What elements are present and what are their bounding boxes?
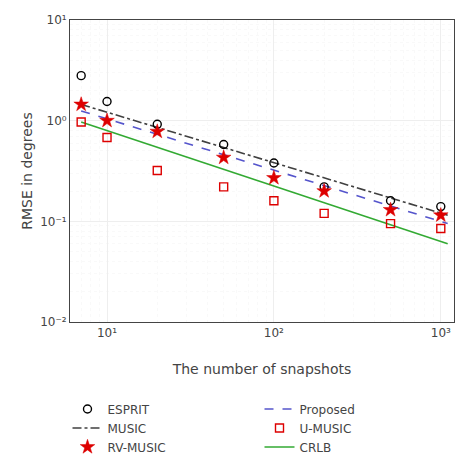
svg-text:10²: 10² bbox=[264, 326, 284, 340]
svg-text:CRLB: CRLB bbox=[300, 441, 332, 455]
svg-text:The number of snapshots: The number of snapshots bbox=[172, 361, 352, 377]
svg-text:10⁻¹: 10⁻¹ bbox=[40, 215, 67, 229]
svg-text:10¹: 10¹ bbox=[97, 326, 117, 340]
svg-text:Proposed: Proposed bbox=[300, 403, 355, 417]
svg-text:10⁰: 10⁰ bbox=[47, 114, 67, 128]
svg-text:U-MUSIC: U-MUSIC bbox=[300, 422, 352, 436]
svg-text:RMSE in degrees: RMSE in degrees bbox=[19, 112, 35, 230]
svg-text:ESPRIT: ESPRIT bbox=[108, 403, 150, 417]
svg-text:MUSIC: MUSIC bbox=[108, 422, 147, 436]
svg-text:10¹: 10¹ bbox=[47, 13, 67, 27]
svg-text:10³: 10³ bbox=[431, 326, 451, 340]
svg-text:RV-MUSIC: RV-MUSIC bbox=[108, 441, 166, 455]
svg-text:10⁻²: 10⁻² bbox=[40, 315, 67, 329]
